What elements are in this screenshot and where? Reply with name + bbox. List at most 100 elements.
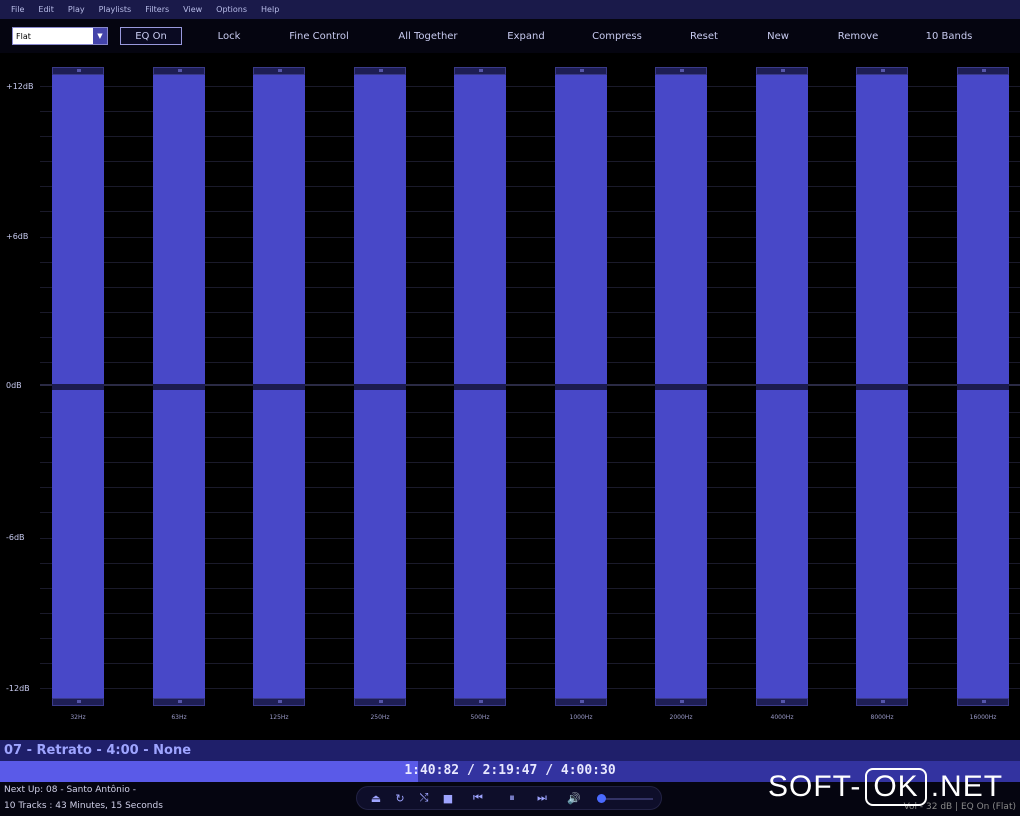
compress-button[interactable]: Compress bbox=[592, 30, 642, 42]
eq-band-slider[interactable] bbox=[52, 67, 104, 706]
new-button[interactable]: New bbox=[767, 30, 789, 42]
band-handle[interactable] bbox=[555, 384, 607, 390]
now-playing-bar: 07 - Retrato - 4:00 - None bbox=[0, 740, 1020, 761]
eq-band-slider[interactable] bbox=[957, 67, 1009, 706]
band-handle[interactable] bbox=[856, 384, 908, 390]
status-footer: Next Up: 08 - Santo Antônio - 10 Tracks … bbox=[0, 782, 1020, 816]
reset-button[interactable]: Reset bbox=[690, 30, 718, 42]
menu-options[interactable]: Options bbox=[216, 5, 248, 14]
grid-line bbox=[40, 211, 1020, 212]
band-down-arrow[interactable] bbox=[354, 698, 406, 706]
band-down-arrow[interactable] bbox=[454, 698, 506, 706]
bands-button[interactable]: 10 Bands bbox=[925, 30, 973, 42]
chevron-down-icon[interactable]: ▼ bbox=[93, 28, 107, 44]
band-handle[interactable] bbox=[52, 384, 104, 390]
expand-button[interactable]: Expand bbox=[507, 30, 545, 42]
band-handle[interactable] bbox=[253, 384, 305, 390]
menu-play[interactable]: Play bbox=[67, 5, 85, 14]
previous-icon[interactable]: ⏮ bbox=[473, 791, 483, 804]
grid-line bbox=[40, 161, 1020, 162]
grid-line bbox=[40, 312, 1020, 313]
grid-line bbox=[40, 86, 1020, 87]
stop-icon[interactable]: ■ bbox=[442, 791, 454, 805]
eq-on-button[interactable]: EQ On bbox=[120, 27, 182, 45]
eq-band-slider[interactable] bbox=[153, 67, 205, 706]
grid-line bbox=[40, 638, 1020, 639]
eq-toolbar: Flat ▼ EQ On Lock Fine Control All Toget… bbox=[0, 19, 1020, 53]
volume-slider[interactable] bbox=[597, 798, 653, 800]
band-down-arrow[interactable] bbox=[253, 698, 305, 706]
band-up-arrow[interactable] bbox=[756, 67, 808, 75]
volume-icon[interactable]: 🔊 bbox=[567, 791, 581, 805]
grid-line bbox=[40, 412, 1020, 413]
band-frequency-label: 2000Hz bbox=[669, 714, 693, 721]
band-handle[interactable] bbox=[957, 384, 1009, 390]
band-up-arrow[interactable] bbox=[253, 67, 305, 75]
seek-bar[interactable]: 1:40:82 / 2:19:47 / 4:00:30 bbox=[0, 761, 1020, 782]
band-up-arrow[interactable] bbox=[354, 67, 406, 75]
band-up-arrow[interactable] bbox=[655, 67, 707, 75]
playback-controls: ⏏ ↻ ⤭ ■ ⏮ ⏸ ⏭ 🔊 bbox=[356, 786, 662, 810]
preset-dropdown[interactable]: Flat ▼ bbox=[12, 27, 108, 45]
menu-playlists[interactable]: Playlists bbox=[98, 5, 132, 14]
grid-line bbox=[40, 237, 1020, 238]
eq-band-slider[interactable] bbox=[856, 67, 908, 706]
eq-band-slider[interactable] bbox=[756, 67, 808, 706]
eq-band-slider[interactable] bbox=[253, 67, 305, 706]
shuffle-icon[interactable]: ⤭ bbox=[419, 791, 429, 804]
band-down-arrow[interactable] bbox=[856, 698, 908, 706]
band-up-arrow[interactable] bbox=[52, 67, 104, 75]
band-handle[interactable] bbox=[153, 384, 205, 390]
lock-button[interactable]: Lock bbox=[217, 30, 241, 42]
band-handle[interactable] bbox=[655, 384, 707, 390]
watermark-left: SOFT- bbox=[768, 770, 862, 803]
band-frequency-label: 8000Hz bbox=[870, 714, 894, 721]
menu-file[interactable]: File bbox=[11, 5, 25, 14]
db-label-minus12: -12dB bbox=[6, 684, 30, 693]
band-up-arrow[interactable] bbox=[153, 67, 205, 75]
band-down-arrow[interactable] bbox=[957, 698, 1009, 706]
repeat-icon[interactable]: ↻ bbox=[395, 791, 405, 805]
eq-band-slider[interactable] bbox=[354, 67, 406, 706]
band-frequency-label: 250Hz bbox=[370, 714, 390, 721]
band-handle[interactable] bbox=[354, 384, 406, 390]
grid-line bbox=[40, 663, 1020, 664]
band-down-arrow[interactable] bbox=[655, 698, 707, 706]
band-frequency-label: 63Hz bbox=[171, 714, 187, 721]
band-frequency-label: 125Hz bbox=[269, 714, 289, 721]
grid-line bbox=[40, 462, 1020, 463]
eq-band-slider[interactable] bbox=[454, 67, 506, 706]
grid-line bbox=[40, 563, 1020, 564]
pause-icon[interactable]: ⏸ bbox=[509, 791, 515, 804]
grid-line bbox=[40, 613, 1020, 614]
band-up-arrow[interactable] bbox=[555, 67, 607, 75]
band-frequency-label: 4000Hz bbox=[770, 714, 794, 721]
band-handle[interactable] bbox=[454, 384, 506, 390]
watermark-logo: SOFT- OK .NET bbox=[768, 768, 1003, 806]
eq-band-slider[interactable] bbox=[655, 67, 707, 706]
band-down-arrow[interactable] bbox=[52, 698, 104, 706]
watermark-right: .NET bbox=[930, 770, 1004, 803]
menu-bar: File Edit Play Playlists Filters View Op… bbox=[0, 0, 1020, 19]
eq-band-slider[interactable] bbox=[555, 67, 607, 706]
volume-slider-knob[interactable] bbox=[597, 794, 606, 803]
band-handle[interactable] bbox=[756, 384, 808, 390]
band-down-arrow[interactable] bbox=[153, 698, 205, 706]
remove-button[interactable]: Remove bbox=[837, 30, 879, 42]
band-up-arrow[interactable] bbox=[454, 67, 506, 75]
eject-icon[interactable]: ⏏ bbox=[370, 791, 382, 805]
menu-filters[interactable]: Filters bbox=[145, 5, 170, 14]
db-label-minus6: -6dB bbox=[6, 533, 25, 542]
menu-view[interactable]: View bbox=[183, 5, 203, 14]
band-up-arrow[interactable] bbox=[856, 67, 908, 75]
band-up-arrow[interactable] bbox=[957, 67, 1009, 75]
band-down-arrow[interactable] bbox=[756, 698, 808, 706]
all-together-button[interactable]: All Together bbox=[398, 30, 458, 42]
menu-edit[interactable]: Edit bbox=[38, 5, 54, 14]
grid-line bbox=[40, 512, 1020, 513]
band-down-arrow[interactable] bbox=[555, 698, 607, 706]
grid-line bbox=[40, 538, 1020, 539]
fine-control-button[interactable]: Fine Control bbox=[289, 30, 349, 42]
next-icon[interactable]: ⏭ bbox=[537, 791, 547, 804]
menu-help[interactable]: Help bbox=[261, 5, 280, 14]
